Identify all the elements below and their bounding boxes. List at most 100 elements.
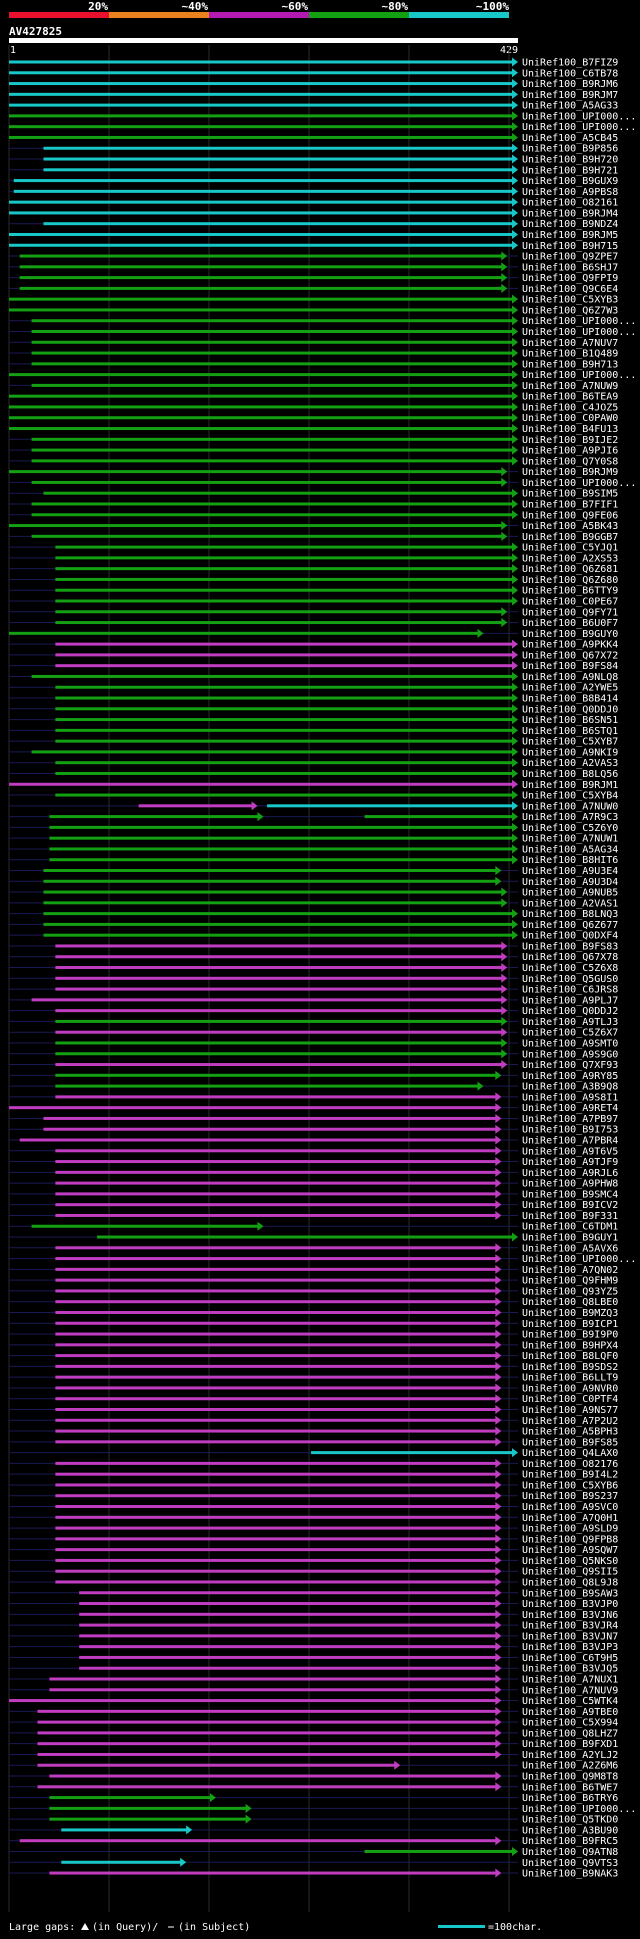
hit-row[interactable]: UniRef100_B9ICV2 [9, 1200, 618, 1211]
hit-bar[interactable] [43, 1116, 497, 1120]
hit-label[interactable]: UniRef100_A9NKI9 [522, 747, 618, 758]
hit-bar[interactable] [55, 1418, 497, 1422]
hit-label[interactable]: UniRef100_UPI000... [522, 327, 636, 338]
hit-bar[interactable] [55, 1181, 497, 1185]
hit-label[interactable]: UniRef100_B3VJR4 [522, 1621, 618, 1632]
hit-label[interactable]: UniRef100_A5CB45 [522, 133, 618, 144]
hit-row[interactable]: UniRef100_B6TTY9 [9, 585, 618, 597]
hit-row[interactable]: UniRef100_B9GGB7 [9, 531, 618, 543]
hit-row[interactable]: UniRef100_C5XYB7 [9, 736, 618, 748]
hit-bar[interactable] [55, 1160, 497, 1164]
hit-row[interactable]: UniRef100_Q9FPI9 [9, 273, 618, 284]
hit-row[interactable]: UniRef100_B1Q489 [9, 348, 618, 360]
hit-bar[interactable] [55, 1580, 497, 1584]
hit-label[interactable]: UniRef100_A9U3E4 [522, 866, 618, 877]
hit-bar[interactable] [9, 92, 513, 96]
hit-label[interactable]: UniRef100_A9PKK4 [522, 640, 618, 651]
hit-bar[interactable] [364, 815, 513, 819]
hit-row[interactable]: UniRef100_B3VJR4 [9, 1620, 618, 1632]
hit-bar[interactable] [55, 1397, 497, 1401]
hit-label[interactable]: UniRef100_B9P856 [522, 144, 618, 155]
hit-bar[interactable] [55, 1095, 497, 1099]
hit-bar[interactable] [79, 1634, 497, 1638]
hit-row[interactable]: UniRef100_C5Z6Y0 [9, 822, 618, 834]
hit-bar[interactable] [55, 1429, 497, 1433]
hit-bar[interactable] [55, 1343, 497, 1347]
hit-label[interactable]: UniRef100_B9H715 [522, 241, 618, 252]
hit-label[interactable]: UniRef100_A5AVX6 [522, 1243, 618, 1254]
hit-label[interactable]: UniRef100_B6SN51 [522, 715, 618, 726]
hit-label[interactable]: UniRef100_B9HPX4 [522, 1340, 618, 1351]
hit-bar[interactable] [31, 674, 513, 678]
hit-label[interactable]: UniRef100_Q4LAX0 [522, 1448, 618, 1459]
hit-row[interactable]: UniRef100_A2YWE5 [9, 682, 618, 694]
hit-bar[interactable] [55, 1537, 497, 1541]
hit-row[interactable]: UniRef100_Q9VTS3 [9, 1857, 618, 1869]
hit-label[interactable]: UniRef100_A7PB97 [522, 1114, 618, 1125]
hit-row[interactable]: UniRef100_B9P856 [9, 143, 618, 155]
hit-bar[interactable] [55, 1084, 479, 1088]
hit-label[interactable]: UniRef100_B9S237 [522, 1491, 618, 1502]
hit-label[interactable]: UniRef100_A9NVR0 [522, 1383, 618, 1394]
hit-bar[interactable] [61, 1828, 188, 1832]
hit-row[interactable]: UniRef100_C4JOZ5 [9, 402, 618, 413]
hit-bar[interactable] [37, 1742, 497, 1746]
hit-bar[interactable] [43, 491, 514, 495]
hit-row[interactable]: UniRef100_A9S8I1 [9, 1092, 618, 1103]
hit-row[interactable]: UniRef100_B9I753 [9, 1124, 618, 1136]
hit-label[interactable]: UniRef100_B9RJM9 [522, 467, 618, 478]
hit-row[interactable]: UniRef100_C5XYB4 [9, 790, 618, 802]
hit-bar[interactable] [55, 955, 503, 959]
hit-label[interactable]: UniRef100_B8B414 [522, 694, 618, 705]
hit-row[interactable]: UniRef100_UPI000... [9, 477, 636, 489]
hit-row[interactable]: UniRef100_A7NUX1 [9, 1674, 618, 1686]
hit-row[interactable]: UniRef100_B9FS83 [9, 941, 618, 952]
hit-label[interactable]: UniRef100_Q0DDJ2 [522, 1006, 618, 1017]
hit-bar[interactable] [55, 1321, 497, 1325]
hit-bar[interactable] [55, 599, 514, 603]
hit-row[interactable]: UniRef100_Q7XF93 [9, 1060, 618, 1071]
hit-row[interactable]: UniRef100_A9U3D4 [9, 876, 618, 888]
hit-bar[interactable] [43, 869, 497, 872]
hit-row[interactable]: UniRef100_C6T9H5 [9, 1652, 618, 1664]
hit-label[interactable]: UniRef100_B9RJM4 [522, 208, 618, 219]
hit-row[interactable]: UniRef100_B3VJN7 [9, 1631, 618, 1642]
hit-bar[interactable] [31, 502, 513, 506]
hit-row[interactable]: UniRef100_B9H713 [9, 359, 618, 370]
hit-row[interactable]: UniRef100_C0PTF4 [9, 1394, 618, 1405]
hit-label[interactable]: UniRef100_B6TWE7 [522, 1782, 618, 1793]
hit-label[interactable]: UniRef100_A9SMT0 [522, 1038, 618, 1049]
hit-row[interactable]: UniRef100_B3VJP3 [9, 1642, 618, 1653]
hit-label[interactable]: UniRef100_B9RJM5 [522, 230, 618, 241]
hit-label[interactable]: UniRef100_A5AG33 [522, 101, 618, 112]
hit-row[interactable]: UniRef100_A9TLJ3 [9, 1016, 618, 1028]
hit-label[interactable]: UniRef100_A9RET4 [522, 1103, 618, 1114]
hit-label[interactable]: UniRef100_A9RY85 [522, 1071, 618, 1082]
hit-label[interactable]: UniRef100_B9H721 [522, 165, 618, 176]
hit-label[interactable]: UniRef100_C6T9H5 [522, 1653, 618, 1664]
hit-bar[interactable] [31, 319, 513, 323]
hit-row[interactable]: UniRef100_B9FXD1 [9, 1739, 618, 1750]
hit-row[interactable]: UniRef100_UPI000... [9, 111, 636, 122]
hit-bar[interactable] [43, 901, 503, 905]
hit-row[interactable]: UniRef100_B9H715 [9, 240, 618, 252]
hit-bar[interactable] [9, 308, 513, 312]
hit-row[interactable]: UniRef100_A9RJL6 [9, 1167, 618, 1179]
hit-bar[interactable] [43, 890, 503, 894]
hit-bar[interactable] [79, 1666, 497, 1670]
hit-label[interactable]: UniRef100_B3VJQ5 [522, 1664, 618, 1675]
hit-row[interactable]: UniRef100_Q9SII5 [9, 1566, 618, 1578]
hit-row[interactable]: UniRef100_B9SAW3 [9, 1588, 618, 1599]
hit-row[interactable]: UniRef100_Q8LBE0 [9, 1297, 618, 1308]
hit-row[interactable]: UniRef100_C5X994 [9, 1717, 618, 1729]
hit-bar[interactable] [49, 1688, 497, 1692]
hit-bar[interactable] [79, 1591, 497, 1595]
hit-row[interactable]: UniRef100_B9GUY1 [9, 1232, 618, 1244]
hit-label[interactable]: UniRef100_A9RJL6 [522, 1168, 618, 1179]
hit-row[interactable]: UniRef100_B7FIF1 [9, 499, 618, 510]
hit-label[interactable]: UniRef100_A9PJI6 [522, 446, 618, 457]
hit-row[interactable]: UniRef100_Q6Z680 [9, 574, 618, 586]
hit-label[interactable]: UniRef100_A9S9G0 [522, 1049, 618, 1060]
hit-label[interactable]: UniRef100_C0PTF4 [522, 1394, 618, 1405]
hit-label[interactable]: UniRef100_B9FS84 [522, 661, 618, 672]
